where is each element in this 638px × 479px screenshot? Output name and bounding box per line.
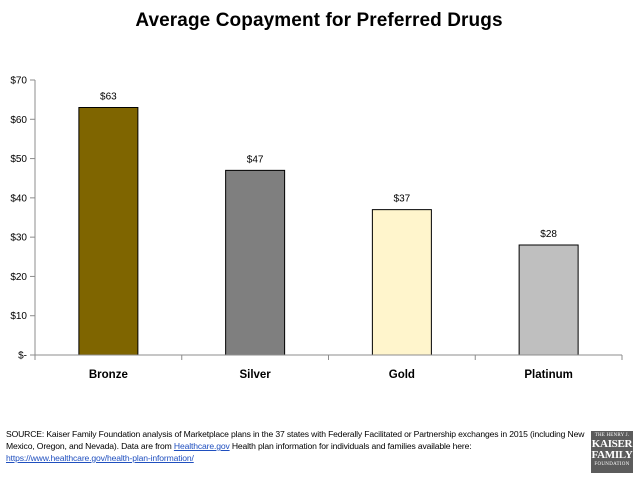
logo-line-4: FOUNDATION [594, 462, 630, 467]
source-text-cont: Health plan information for individuals … [229, 441, 472, 451]
bar-gold [371, 209, 432, 356]
data-label-silver: $47 [247, 154, 264, 165]
y-tick-label: $- [18, 351, 27, 362]
source-text: SOURCE: Kaiser Family Foundation analysi… [6, 429, 585, 451]
y-tick-label: $70 [10, 76, 27, 87]
logo-line-2: KAISER [591, 438, 633, 450]
logo-line-1: THE HENRY J. [594, 433, 630, 438]
source-url-link[interactable]: https://www.healthcare.gov/health-plan-i… [6, 453, 194, 463]
category-label-silver: Silver [239, 369, 271, 381]
y-tick-label: $60 [10, 115, 27, 126]
kff-logo: THE HENRY J. KAISER FAMILY FOUNDATION [591, 431, 633, 473]
chart-title: Average Copayment for Preferred Drugs [135, 10, 503, 31]
y-tick-label: $40 [10, 193, 27, 204]
data-label-bronze: $63 [100, 92, 117, 103]
bar-chart: $- $10 $20 $30 $40 $50 $60 $70 $63 $47 $37 $28 Bro… [10, 76, 623, 381]
y-axis: $- $10 $20 $30 $40 $50 $60 $70 [10, 76, 36, 362]
y-tick-label: $10 [10, 311, 27, 322]
category-label-gold: Gold [389, 369, 415, 381]
healthcare-gov-link[interactable]: Healthcare.gov [173, 441, 230, 451]
source-note: SOURCE: Kaiser Family Foundation analysi… [6, 428, 588, 464]
bar-platinum [518, 244, 579, 356]
category-label-bronze: Bronze [89, 369, 128, 381]
data-label-gold: $37 [394, 194, 411, 205]
bar-silver [225, 169, 286, 356]
y-tick-label: $30 [10, 233, 27, 244]
x-axis: Bronze Silver Gold Platinum [34, 354, 623, 381]
y-tick-label: $50 [10, 154, 27, 165]
bar-bronze [78, 107, 139, 356]
category-label-platinum: Platinum [524, 369, 573, 381]
y-tick-label: $20 [10, 272, 27, 283]
bars: $63 $47 $37 $28 [78, 92, 579, 356]
data-label-platinum: $28 [540, 229, 557, 240]
logo-line-3: FAMILY [591, 449, 633, 461]
